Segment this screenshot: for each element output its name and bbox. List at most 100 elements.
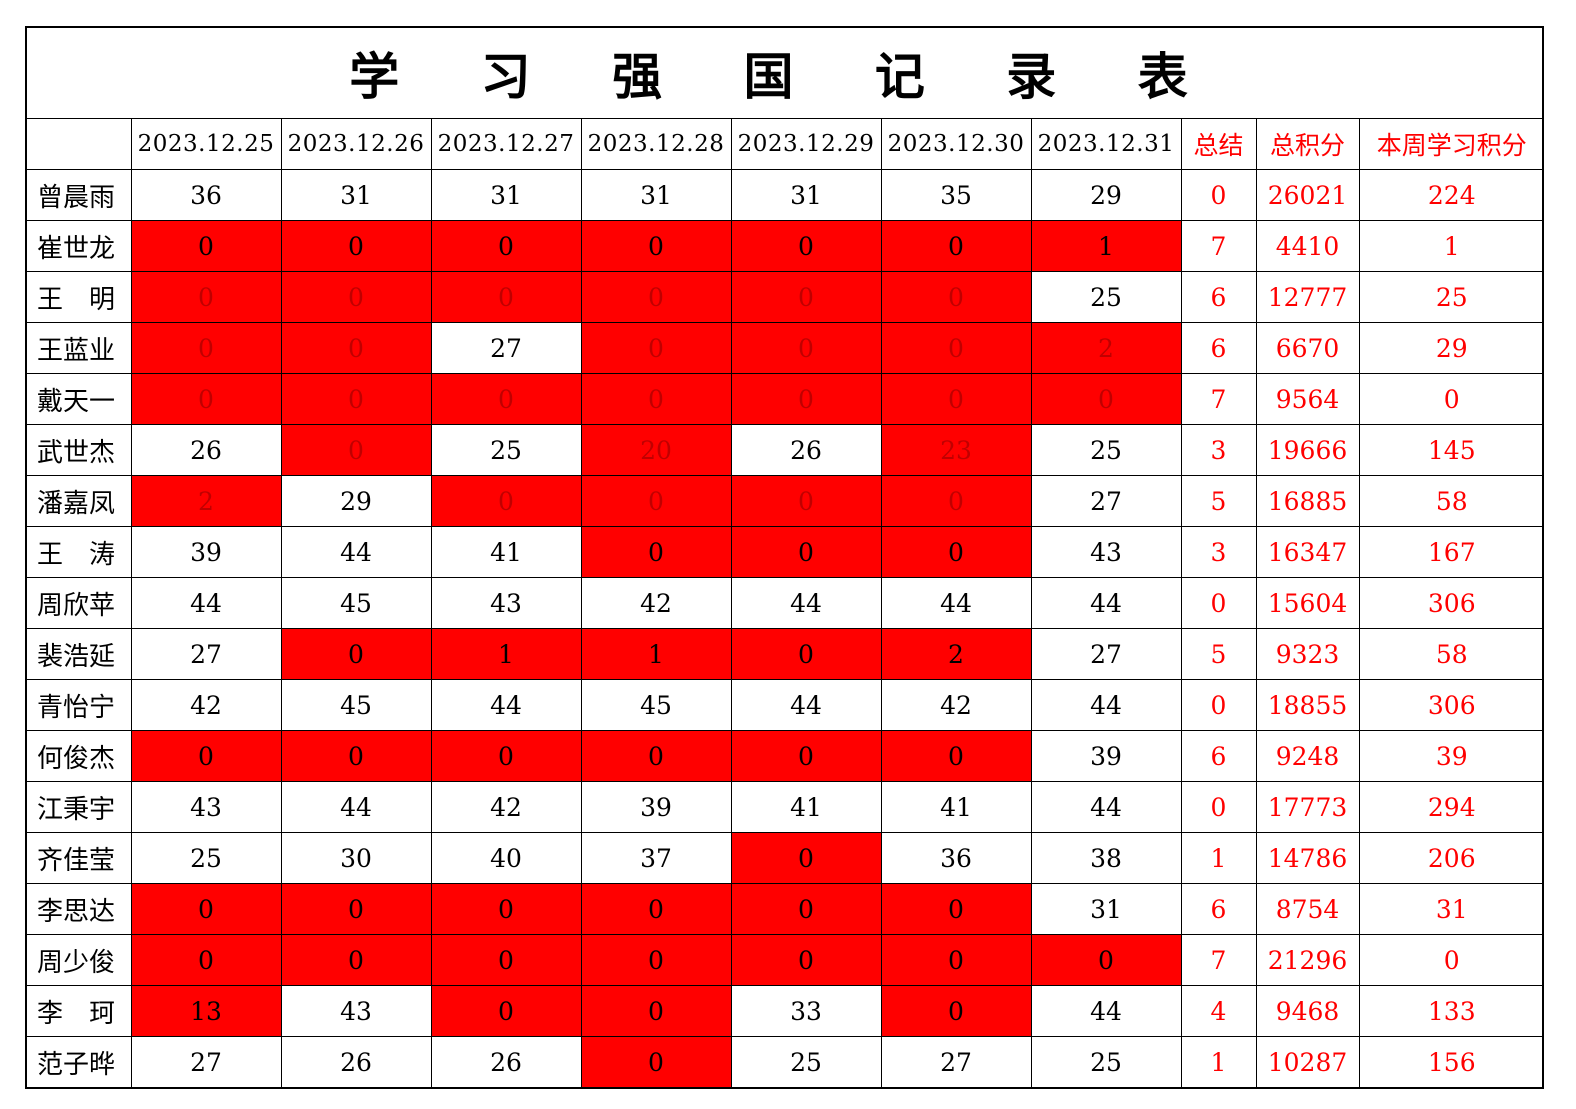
daily-score-cell: 0 <box>880 883 1032 935</box>
total-points-cell: 12777 <box>1255 271 1360 323</box>
missed-days-cell: 6 <box>1180 271 1257 323</box>
daily-score-cell: 1 <box>430 628 582 680</box>
total-points-cell: 9248 <box>1255 730 1360 782</box>
table-row: 青怡宁 42 45 44 45 44 42 44 0 18855 306 <box>27 679 1544 731</box>
total-points-cell: 8754 <box>1255 883 1360 935</box>
daily-score-cell: 0 <box>280 322 432 374</box>
table-row: 王 涛 39 44 41 0 0 0 43 3 16347 167 <box>27 526 1544 578</box>
table-row: 周欣苹 44 45 43 42 44 44 44 0 15604 306 <box>27 577 1544 629</box>
daily-score-cell: 39 <box>130 526 282 578</box>
daily-score-cell: 44 <box>880 577 1032 629</box>
total-points-cell: 15604 <box>1255 577 1360 629</box>
weekly-points-cell: 25 <box>1358 271 1544 323</box>
daily-score-cell: 25 <box>730 1036 882 1087</box>
member-name: 戴天一 <box>27 373 132 425</box>
daily-score-cell: 25 <box>1030 1036 1182 1087</box>
daily-score-cell: 0 <box>430 373 582 425</box>
daily-score-cell: 0 <box>130 322 282 374</box>
daily-score-cell: 27 <box>430 322 582 374</box>
table-body: 2023.12.25 2023.12.26 2023.12.27 2023.12… <box>27 119 1544 1087</box>
daily-score-cell: 0 <box>580 934 732 986</box>
daily-score-cell: 0 <box>280 220 432 272</box>
daily-score-cell: 0 <box>430 271 582 323</box>
table-row: 崔世龙 0 0 0 0 0 0 1 7 4410 1 <box>27 220 1544 272</box>
date-header: 2023.12.28 <box>580 119 732 170</box>
missed-days-cell: 4 <box>1180 985 1257 1037</box>
date-header: 2023.12.30 <box>880 119 1032 170</box>
daily-score-cell: 2 <box>1030 322 1182 374</box>
daily-score-cell: 23 <box>880 424 1032 476</box>
weekly-points-cell: 29 <box>1358 322 1544 374</box>
daily-score-cell: 0 <box>730 271 882 323</box>
daily-score-cell: 27 <box>1030 475 1182 527</box>
total-points-cell: 9323 <box>1255 628 1360 680</box>
daily-score-cell: 41 <box>430 526 582 578</box>
daily-score-cell: 35 <box>880 169 1032 221</box>
table-row: 范子晔 27 26 26 0 25 27 25 1 10287 156 <box>27 1036 1544 1087</box>
member-name: 潘嘉凤 <box>27 475 132 527</box>
total-points-cell: 6670 <box>1255 322 1360 374</box>
daily-score-cell: 0 <box>880 934 1032 986</box>
daily-score-cell: 0 <box>130 271 282 323</box>
weekly-points-cell: 1 <box>1358 220 1544 272</box>
missed-days-cell: 5 <box>1180 628 1257 680</box>
weekly-points-cell: 58 <box>1358 628 1544 680</box>
total-points-cell: 14786 <box>1255 832 1360 884</box>
daily-score-cell: 0 <box>880 322 1032 374</box>
missed-days-cell: 1 <box>1180 1036 1257 1087</box>
member-name: 青怡宁 <box>27 679 132 731</box>
daily-score-cell: 44 <box>1030 781 1182 833</box>
member-name: 李思达 <box>27 883 132 935</box>
daily-score-cell: 0 <box>730 934 882 986</box>
daily-score-cell: 0 <box>730 475 882 527</box>
daily-score-cell: 36 <box>880 832 1032 884</box>
table-row: 戴天一 0 0 0 0 0 0 0 7 9564 0 <box>27 373 1544 425</box>
daily-score-cell: 43 <box>1030 526 1182 578</box>
missed-days-cell: 6 <box>1180 883 1257 935</box>
daily-score-cell: 42 <box>430 781 582 833</box>
missed-days-cell: 6 <box>1180 322 1257 374</box>
member-name: 王 涛 <box>27 526 132 578</box>
daily-score-cell: 45 <box>580 679 732 731</box>
daily-score-cell: 0 <box>880 730 1032 782</box>
daily-score-cell: 29 <box>1030 169 1182 221</box>
missed-days-cell: 7 <box>1180 934 1257 986</box>
daily-score-cell: 0 <box>580 883 732 935</box>
daily-score-cell: 0 <box>1030 934 1182 986</box>
daily-score-cell: 27 <box>130 1036 282 1087</box>
daily-score-cell: 44 <box>280 526 432 578</box>
total-points-cell: 4410 <box>1255 220 1360 272</box>
date-header: 2023.12.27 <box>430 119 582 170</box>
record-sheet: 学 习 强 国 记 录 表 2023.12.25 2023.12.26 2023… <box>25 26 1544 1089</box>
daily-score-cell: 20 <box>580 424 732 476</box>
daily-score-cell: 26 <box>730 424 882 476</box>
daily-score-cell: 0 <box>880 475 1032 527</box>
header-row: 2023.12.25 2023.12.26 2023.12.27 2023.12… <box>27 119 1544 170</box>
weekly-points-cell: 206 <box>1358 832 1544 884</box>
weekly-points-cell: 145 <box>1358 424 1544 476</box>
member-name: 武世杰 <box>27 424 132 476</box>
daily-score-cell: 39 <box>580 781 732 833</box>
daily-score-cell: 0 <box>730 373 882 425</box>
weekly-points-cell: 306 <box>1358 577 1544 629</box>
daily-score-cell: 0 <box>580 271 732 323</box>
daily-score-cell: 0 <box>130 883 282 935</box>
daily-score-cell: 0 <box>880 526 1032 578</box>
daily-score-cell: 31 <box>580 169 732 221</box>
daily-score-cell: 26 <box>430 1036 582 1087</box>
daily-score-cell: 30 <box>280 832 432 884</box>
weekly-points-cell: 0 <box>1358 373 1544 425</box>
daily-score-cell: 42 <box>580 577 732 629</box>
daily-score-cell: 0 <box>580 1036 732 1087</box>
daily-score-cell: 0 <box>430 985 582 1037</box>
daily-score-cell: 27 <box>880 1036 1032 1087</box>
daily-score-cell: 0 <box>130 730 282 782</box>
daily-score-cell: 44 <box>730 577 882 629</box>
daily-score-cell: 41 <box>730 781 882 833</box>
weekly-points-cell: 224 <box>1358 169 1544 221</box>
daily-score-cell: 2 <box>880 628 1032 680</box>
missed-days-cell: 0 <box>1180 577 1257 629</box>
daily-score-cell: 1 <box>580 628 732 680</box>
daily-score-cell: 0 <box>430 730 582 782</box>
daily-score-cell: 0 <box>730 883 882 935</box>
